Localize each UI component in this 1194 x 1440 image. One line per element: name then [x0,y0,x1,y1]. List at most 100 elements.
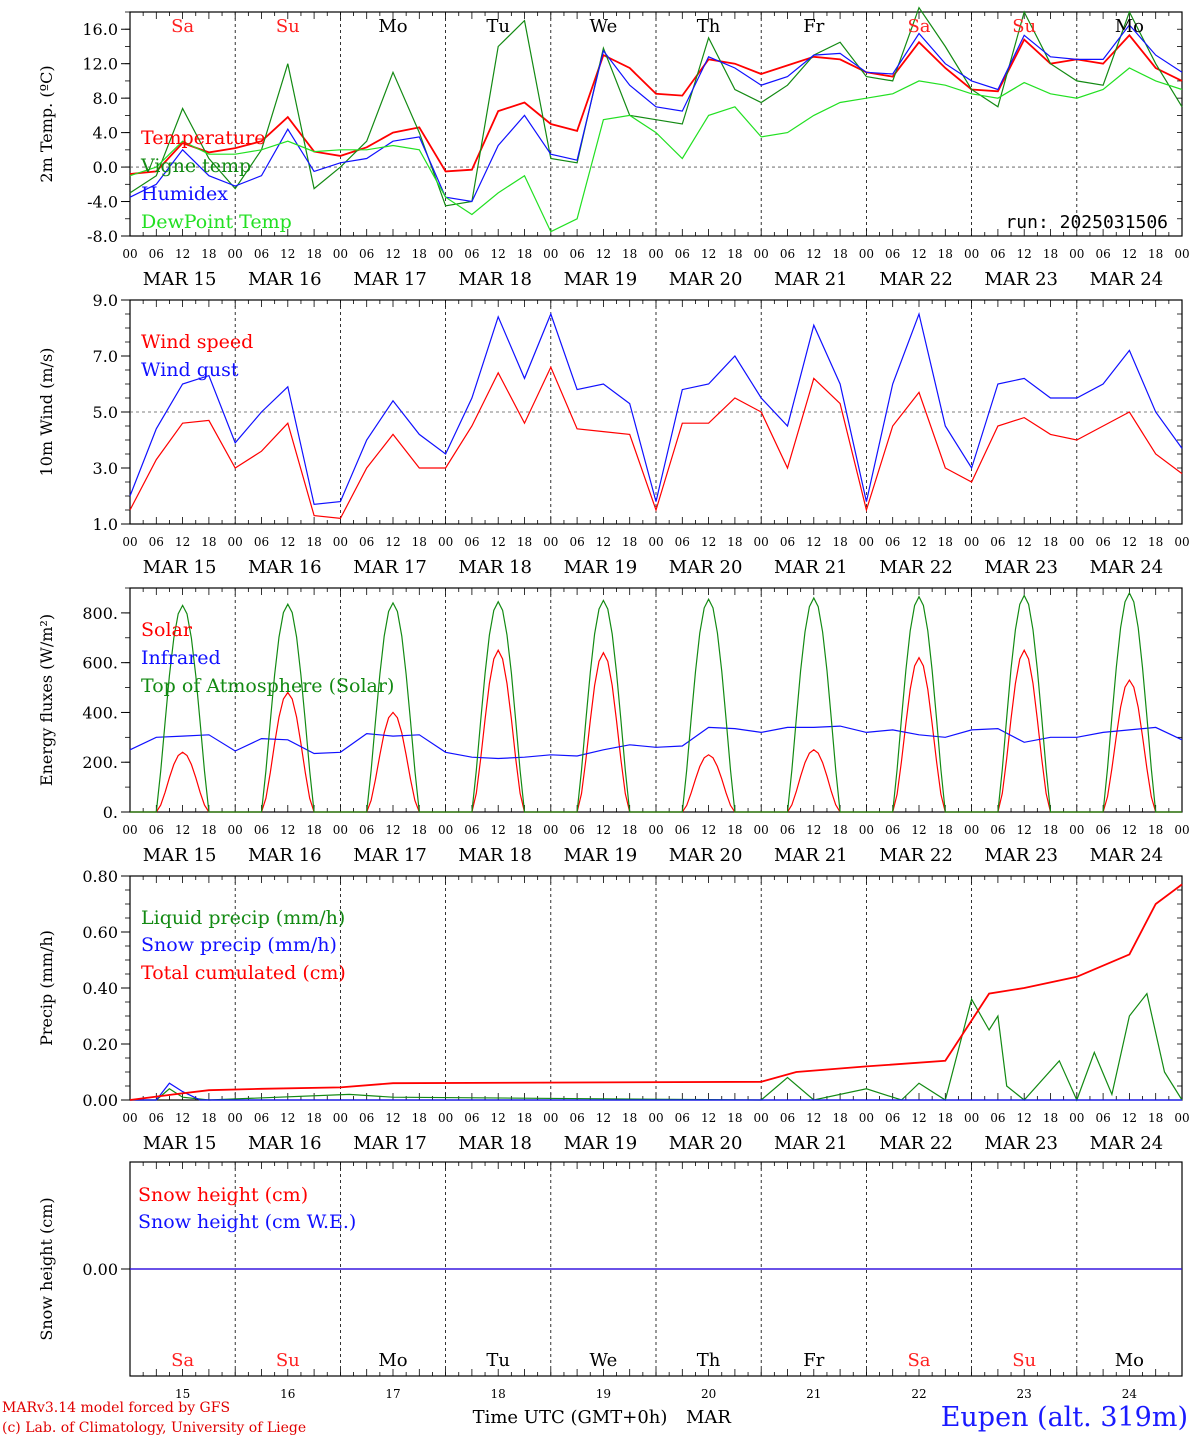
panel2-hour-label: 00 [438,535,453,549]
panel1-date-label: MAR 16 [248,269,322,290]
panel3-hour-label: 18 [727,823,742,837]
panel1-hour-label: 00 [438,247,453,261]
panel3-hour-label: 06 [675,823,690,837]
panel2-hour-label: 18 [622,535,637,549]
panel2-hour-label: 06 [254,535,269,549]
panel4-y-tick-label: 0.20 [82,1035,118,1054]
panel2-y-tick-label: 9.0 [93,291,118,310]
weekday-label-top: Tu [486,16,510,37]
day-number-label: 22 [911,1387,926,1401]
panel2-date-label: MAR 24 [1090,557,1164,578]
panel4-hour-label: 06 [990,1111,1005,1125]
panel2-hour-label: 00 [333,535,348,549]
panel1-hour-label: 00 [122,247,137,261]
day-number-label: 15 [175,1387,190,1401]
panel2-y-axis-title: 10m Wind (m/s) [37,348,56,477]
panel3-hour-label: 12 [175,823,190,837]
panel2-hour-label: 00 [122,535,137,549]
panel3-hour-label: 00 [333,823,348,837]
panel1-date-label: MAR 23 [984,269,1058,290]
panel1-hour-label: 00 [543,247,558,261]
panel2-hour-label: 00 [859,535,874,549]
weekday-label-bottom: Sa [171,1350,194,1371]
panel4-hour-label: 06 [359,1111,374,1125]
panel2-date-label: MAR 23 [984,557,1058,578]
weekday-label-bottom: Mo [1115,1350,1144,1371]
panel3-hour-label: 06 [780,823,795,837]
panel3-date-label: MAR 20 [669,845,743,866]
panel2-date-label: MAR 22 [879,557,953,578]
panel4-date-label: MAR 19 [564,1133,638,1154]
panel3-date-label: MAR 16 [248,845,322,866]
panel3-hour-label: 06 [1095,823,1110,837]
panel4-hour-label: 18 [832,1111,847,1125]
panel3-hour-label: 18 [412,823,427,837]
panel1-y-tick-label: 4.0 [93,124,118,143]
panel2-hour-label: 18 [412,535,427,549]
panel1-legend-entry: Vigne temp [140,155,251,177]
panel2-hour-label: 06 [149,535,164,549]
weekday-label-bottom: Mo [378,1350,407,1371]
day-number-label: 23 [1017,1387,1032,1401]
panel1-hour-label: 12 [806,247,821,261]
panel1-hour-label: 06 [149,247,164,261]
panel4-y-axis-title: Precip (mm/h) [37,930,56,1046]
panel1-hour-label: 12 [596,247,611,261]
panel4-hour-label: 00 [754,1111,769,1125]
panel2-legend-entry: Wind gust [141,359,239,381]
weekday-label-top: Sa [907,16,930,37]
panel1-hour-label: 06 [675,247,690,261]
panel4-hour-label: 12 [1017,1111,1032,1125]
panel1-date-label: MAR 19 [564,269,638,290]
panel1-date-label: MAR 15 [143,269,217,290]
x-axis-title: Time UTC (GMT+0h) [473,1407,668,1428]
panel2-hour-label: 00 [648,535,663,549]
panel4-date-label: MAR 15 [143,1133,217,1154]
panel2-series-wind-speed [129,365,1183,520]
lab-credit: (c) Lab. of Climatology, University of L… [2,1420,307,1436]
panel1-hour-label: 00 [1174,247,1189,261]
panel3-date-label: MAR 17 [353,845,427,866]
panel1-hour-label: 12 [1017,247,1032,261]
panel4-hour-label: 18 [938,1111,953,1125]
panel2-hour-label: 06 [569,535,584,549]
panel2-hour-label: 18 [517,535,532,549]
panel3-y-tick-label: 0. [103,803,118,822]
weekday-label-bottom: Su [1012,1350,1036,1371]
panel4-hour-label: 12 [491,1111,506,1125]
panel1-hour-label: 12 [385,247,400,261]
panel3-legend-entry: Top of Atmosphere (Solar) [141,675,394,697]
panel4-hour-label: 06 [675,1111,690,1125]
panel4-hour-label: 00 [1069,1111,1084,1125]
day-number-label: 17 [385,1387,400,1401]
panel1-hour-label: 18 [412,247,427,261]
panel4-date-label: MAR 22 [879,1133,953,1154]
panel3-hour-label: 18 [1043,823,1058,837]
panel1-legend-entry: Humidex [141,183,228,205]
panel2-hour-label: 18 [306,535,321,549]
panel1-hour-label: 18 [938,247,953,261]
panel3-frame [129,587,1183,813]
panel1-legend-entry: Temperature [141,127,265,149]
panel1-hour-label: 12 [491,247,506,261]
panel3-hour-label: 00 [122,823,137,837]
panel3-y-tick-label: 200. [82,753,118,772]
panel5-legend-entry: Snow height (cm W.E.) [138,1211,356,1233]
panel3-hour-label: 12 [280,823,295,837]
panel3-y-tick-label: 600. [82,654,118,673]
panel4-hour-label: 00 [543,1111,558,1125]
panel1-hour-label: 18 [727,247,742,261]
panel2-y-tick-label: 7.0 [93,347,118,366]
weekday-label-top: We [590,16,618,37]
panel4-hour-label: 18 [1043,1111,1058,1125]
panel4-legend-entry: Snow precip (mm/h) [141,934,337,956]
weekday-label-top: Mo [378,16,407,37]
panel4-hour-label: 18 [727,1111,742,1125]
panel3-hour-label: 12 [806,823,821,837]
panel4-hour-label: 18 [517,1111,532,1125]
panel3-hour-label: 06 [885,823,900,837]
panel2-hour-label: 00 [964,535,979,549]
day-number-label: 19 [596,1387,611,1401]
panel1-hour-label: 00 [859,247,874,261]
